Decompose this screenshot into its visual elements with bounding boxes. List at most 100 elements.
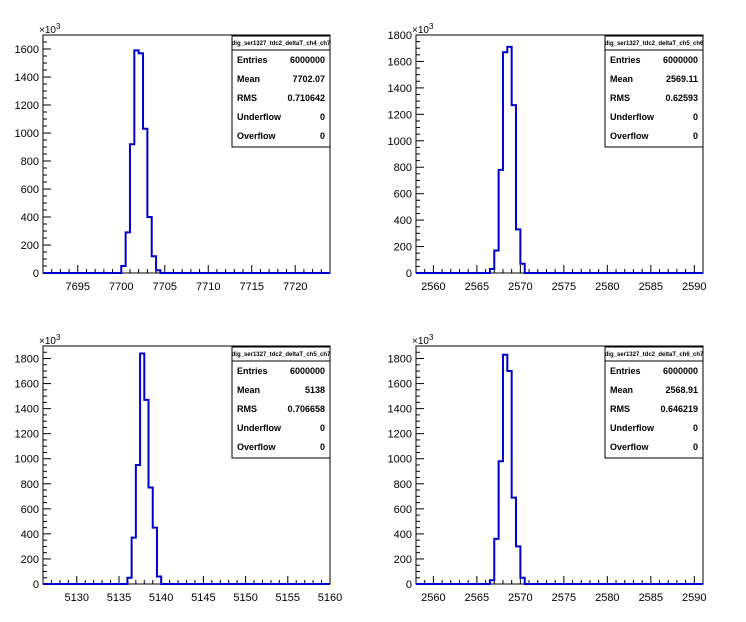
stats-box-title: dig_ser1327_tdc2_deltaT_ch5_ch6 [605,41,704,47]
y-tick-label: 1800 [388,354,412,366]
x-tick-label: 5145 [191,592,215,604]
stats-value-mean: 2569.11 [666,74,698,84]
y-tick-label: 200 [21,554,39,566]
stats-value-entries: 6000000 [663,55,698,65]
x-tick-label: 7710 [196,281,220,293]
x-tick-label: 2565 [465,281,489,293]
stats-box: dig_ser1327_tdc2_deltaT_ch5_ch6 Entries 60… [604,35,704,148]
stats-value-overflow: 0 [320,442,325,452]
stats-label-mean: Mean [237,74,260,84]
x-tick-label: 2580 [595,592,619,604]
y-multiplier-base: ×10 [412,336,429,347]
y-tick-label: 200 [21,240,39,252]
stats-label-entries: Entries [610,55,641,65]
x-tick-label: 7700 [109,281,133,293]
x-tick-label: 2560 [421,592,445,604]
stats-value-mean: 5138 [305,385,325,395]
histogram-panel-4: 0 200 400 600 800 1000 1200 1400 1600 1800 2560 256… [388,333,707,604]
stats-label-overflow: Overflow [610,131,650,141]
y-tick-label: 800 [21,479,39,491]
y-tick-label: 400 [21,212,39,224]
y-tick-label: 400 [21,529,39,541]
histogram-panel-1: 0 200 400 600 800 1000 1200 1400 1600 7695 7700 770… [15,22,332,293]
y-tick-label: 1400 [388,404,412,416]
stats-value-mean: 2568.91 [665,385,698,395]
x-tick-label: 2585 [639,281,663,293]
y-tick-label: 1800 [15,354,39,366]
y-tick-label: 1400 [15,72,39,84]
stats-value-rms: 0.710642 [287,93,325,103]
stats-label-rms: RMS [610,404,630,414]
stats-label-underflow: Underflow [610,423,655,433]
x-tick-label: 5160 [318,592,342,604]
stats-box-frame [231,346,331,459]
stats-box-frame [231,35,331,148]
y-tick-label: 1400 [388,83,412,95]
y-tick-label: 1000 [388,136,412,148]
stats-label-entries: Entries [237,55,268,65]
x-tick-label: 7720 [283,281,307,293]
stats-value-overflow: 0 [320,131,325,141]
histogram-line [43,352,330,585]
stats-label-underflow: Underflow [237,112,282,122]
y-tick-label: 0 [33,579,39,591]
stats-value-underflow: 0 [693,112,698,122]
x-tick-label: 2575 [552,281,576,293]
x-tick-label: 2575 [552,592,576,604]
y-tick-label: 1800 [388,30,412,42]
x-tick-label: 2570 [508,592,532,604]
y-tick-label: 1600 [388,56,412,68]
x-tick-label: 7705 [153,281,177,293]
stats-box-title: dig_ser1327_tdc2_deltaT_ch5_ch7 [232,352,331,358]
y-tick-label: 200 [394,554,412,566]
stats-label-overflow: Overflow [237,131,277,141]
stats-value-underflow: 0 [320,112,325,122]
x-tick-label: 5135 [107,592,131,604]
stats-value-entries: 6000000 [290,366,325,376]
stats-value-underflow: 0 [693,423,698,433]
x-tick-label: 7695 [66,281,90,293]
y-tick-label: 1200 [15,100,39,112]
y-multiplier-base: ×10 [39,336,56,347]
stats-value-entries: 6000000 [663,366,698,376]
y-tick-label: 400 [394,529,412,541]
y-multiplier-exponent: 3 [56,22,61,31]
y-tick-label: 1600 [388,379,412,391]
x-tick-label: 5155 [276,592,300,604]
stats-value-overflow: 0 [693,442,698,452]
x-tick-label: 2590 [682,281,706,293]
x-tick-label: 2560 [421,281,445,293]
y-tick-label: 400 [394,215,412,227]
stats-label-overflow: Overflow [610,442,650,452]
y-multiplier-base: ×10 [39,25,56,36]
y-tick-label: 800 [21,156,39,168]
stats-box-frame [604,35,704,148]
x-tick-label: 2565 [465,592,489,604]
y-tick-label: 1000 [388,454,412,466]
stats-box: dig_ser1327_tdc2_deltaT_ch5_ch7 Entries 60… [231,346,331,459]
y-multiplier-exponent: 3 [56,333,61,342]
y-tick-label: 600 [21,184,39,196]
y-tick-label: 1200 [388,429,412,441]
y-multiplier-label: ×103 [39,333,61,347]
stats-label-overflow: Overflow [237,442,277,452]
y-tick-label: 600 [394,189,412,201]
y-multiplier-label: ×103 [412,22,434,36]
stats-value-underflow: 0 [320,423,325,433]
y-tick-label: 600 [394,504,412,516]
y-multiplier-exponent: 3 [429,333,434,342]
x-tick-label: 5150 [233,592,257,604]
y-multiplier-exponent: 3 [429,22,434,31]
stats-label-mean: Mean [610,74,633,84]
histogram-line [416,353,703,585]
stats-label-underflow: Underflow [610,112,655,122]
y-tick-label: 1600 [15,379,39,391]
stats-box-title: dig_ser1327_tdc2_deltaT_ch4_ch7 [232,41,331,47]
x-tick-label: 5130 [65,592,89,604]
stats-value-entries: 6000000 [290,55,325,65]
y-tick-label: 1000 [15,128,39,140]
y-tick-label: 1400 [15,404,39,416]
stats-label-rms: RMS [237,93,257,103]
y-tick-label: 200 [394,242,412,254]
